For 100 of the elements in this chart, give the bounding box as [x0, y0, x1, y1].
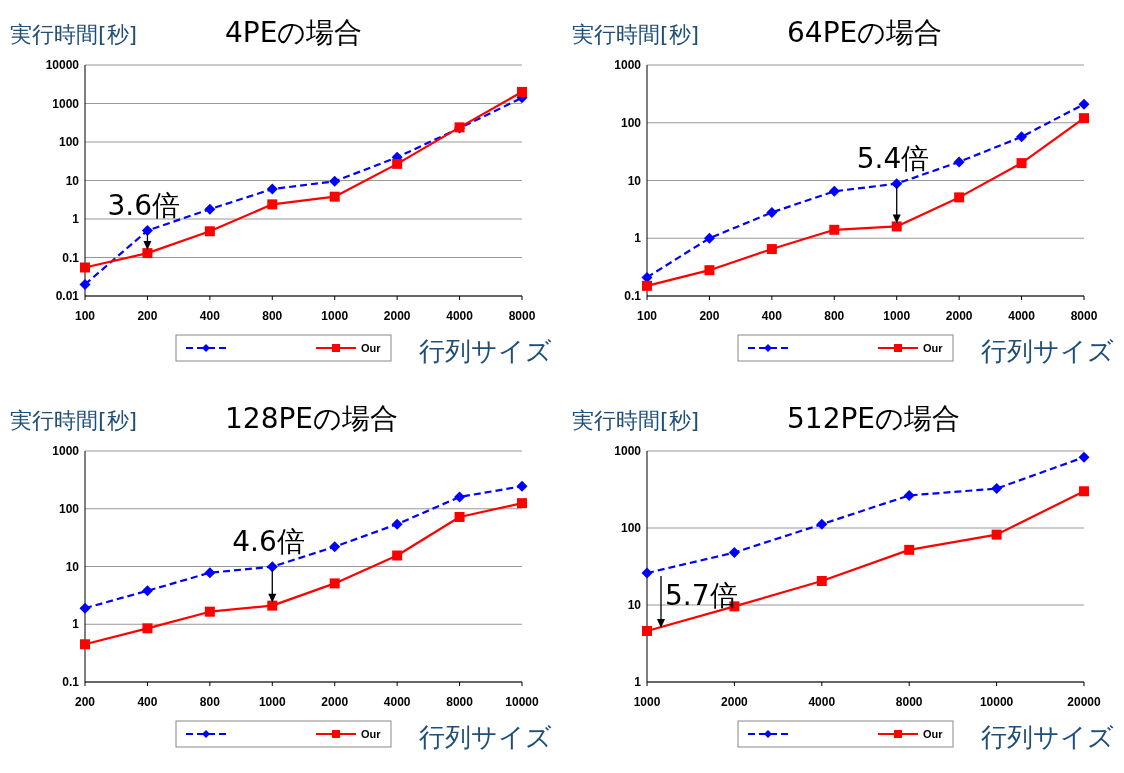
y-tick-label: 1	[634, 675, 642, 690]
x-tick-label: 1000	[883, 309, 911, 323]
x-tick-label: 4000	[383, 695, 411, 709]
point	[142, 623, 153, 634]
point	[266, 561, 278, 573]
point	[142, 248, 153, 259]
point	[1016, 158, 1027, 169]
y-tick-label: 0.1	[624, 289, 642, 304]
chart-title: 512PEの場合	[787, 402, 961, 435]
y-tick-label: 1000	[52, 96, 80, 111]
point	[392, 158, 403, 169]
x-tick-label: 800	[262, 309, 283, 323]
y-tick-label: 10	[627, 598, 642, 613]
x-tick-label: 200	[74, 695, 96, 709]
point	[516, 480, 528, 492]
x-axis-title: 行列サイズ	[981, 722, 1114, 752]
point	[954, 192, 965, 203]
y-tick-label: 10000	[45, 58, 80, 73]
point	[80, 639, 90, 650]
point	[816, 575, 827, 586]
x-tick-label: 8000	[1070, 309, 1098, 323]
chart-title: 64PEの場合	[787, 16, 943, 49]
point	[329, 578, 340, 589]
point	[891, 178, 903, 190]
legend-label: Our	[923, 341, 944, 354]
point	[904, 544, 915, 555]
chart-title: 4PEの場合	[225, 16, 363, 49]
point	[141, 225, 153, 237]
annotation: 5.4倍	[856, 141, 930, 175]
legend-label: Our	[923, 727, 944, 740]
point	[1078, 98, 1090, 110]
x-tick-label: 4000	[808, 695, 836, 709]
point	[329, 191, 340, 202]
point	[329, 541, 341, 553]
x-tick-label: 1000	[258, 695, 286, 709]
y-tick-label: 1	[72, 212, 80, 227]
y-tick-label: 1000	[52, 444, 80, 459]
point	[1078, 451, 1090, 463]
x-tick-label: 400	[761, 309, 783, 323]
y-tick-label: 0.1	[62, 250, 80, 265]
x-tick-label: 8000	[446, 695, 474, 709]
y-tick-label: 100	[620, 115, 642, 130]
point	[267, 199, 278, 210]
y-tick-label: 10	[627, 173, 642, 188]
point	[204, 226, 215, 237]
chart-title: 128PEの場合	[225, 402, 399, 435]
point	[1079, 486, 1089, 497]
point	[829, 224, 840, 235]
legend-label: Our	[361, 727, 382, 740]
point	[728, 547, 740, 559]
x-tick-label: 400	[137, 695, 158, 709]
x-tick-label: 2000	[721, 695, 749, 709]
x-tick-label: 2000	[321, 695, 349, 709]
point	[991, 529, 1002, 540]
x-tick-label: 8000	[508, 309, 536, 323]
x-tick-label: 800	[824, 309, 845, 323]
point	[79, 278, 91, 290]
point	[953, 156, 965, 168]
point	[641, 567, 653, 579]
y-tick-label: 1	[634, 231, 642, 246]
point	[329, 175, 341, 187]
point	[891, 221, 902, 232]
y-tick-label: 100	[58, 501, 80, 516]
y-tick-label: 10	[65, 559, 80, 574]
annotation: 5.7倍	[665, 579, 738, 613]
point	[79, 602, 91, 614]
x-tick-label: 4000	[1008, 309, 1036, 323]
y-tick-label: 10	[65, 173, 80, 188]
point	[828, 185, 840, 197]
x-tick-label: 10000	[979, 695, 1014, 709]
annotation: 3.6倍	[107, 188, 180, 222]
point	[816, 518, 828, 530]
point	[80, 262, 90, 273]
point	[204, 567, 216, 579]
y-tick-label: 0.01	[55, 289, 80, 304]
x-tick-label: 2000	[383, 309, 411, 323]
point	[266, 183, 278, 195]
point	[703, 232, 715, 244]
x-tick-label: 800	[199, 695, 221, 709]
point	[392, 550, 403, 561]
point	[517, 498, 527, 509]
point	[204, 203, 216, 215]
y-tick-label: 1000	[614, 444, 642, 459]
point	[766, 244, 777, 255]
x-axis-title: 行列サイズ	[981, 336, 1114, 366]
point	[391, 518, 403, 530]
x-tick-label: 400	[199, 309, 221, 323]
x-axis-title: 行列サイズ	[419, 336, 552, 366]
x-tick-label: 20000	[1067, 695, 1102, 709]
point	[766, 206, 778, 218]
y-axis-title: 実行時間[秒]	[10, 408, 138, 433]
x-tick-label: 1000	[321, 309, 349, 323]
point	[517, 86, 527, 97]
y-tick-label: 100	[620, 521, 642, 536]
y-tick-label: 1000	[614, 58, 642, 73]
x-tick-label: 2000	[945, 309, 973, 323]
annotation: 4.6倍	[232, 524, 305, 558]
point	[642, 625, 652, 636]
x-tick-label: 8000	[895, 695, 923, 709]
point	[1079, 113, 1089, 124]
